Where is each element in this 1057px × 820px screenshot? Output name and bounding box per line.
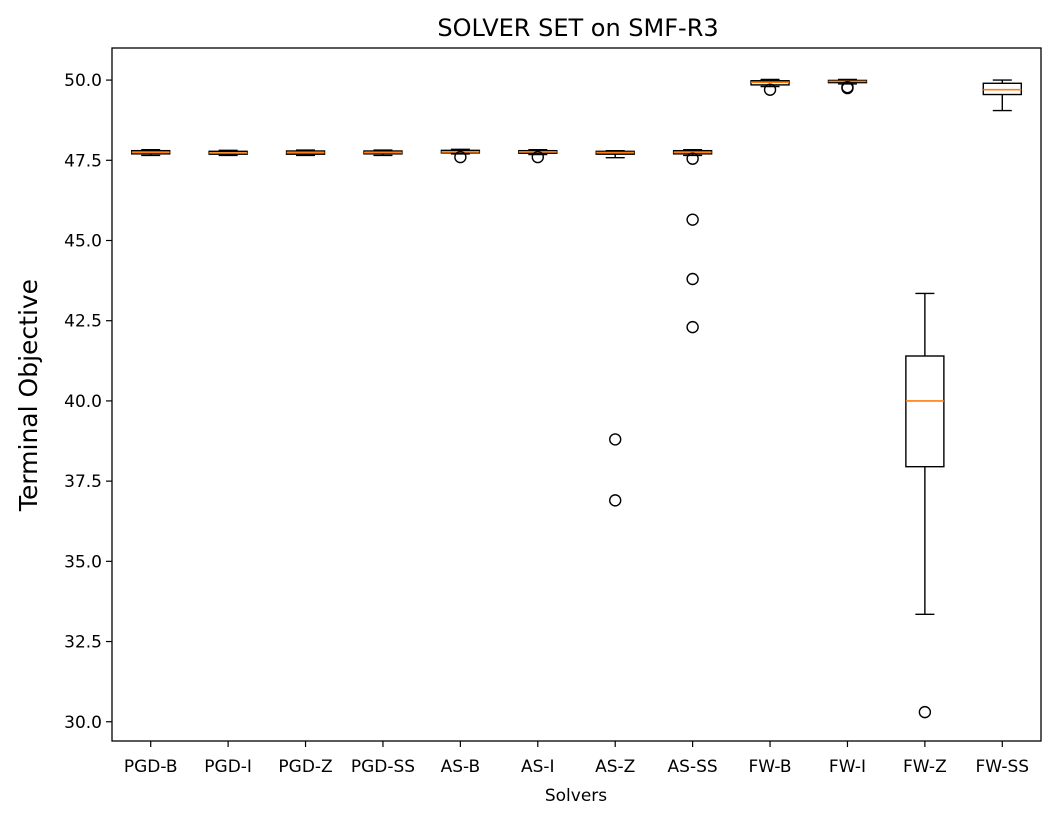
outlier-point bbox=[918, 705, 932, 719]
outlier-point bbox=[686, 272, 699, 286]
x-tick-label: PGD-B bbox=[124, 757, 178, 777]
box-as-z bbox=[595, 149, 635, 507]
y-tick-label: 30.0 bbox=[64, 713, 102, 733]
x-axis-label: Solvers bbox=[545, 786, 607, 806]
box-pgd-z bbox=[285, 149, 326, 157]
y-tick-label: 32.5 bbox=[64, 633, 102, 653]
box-fw-i bbox=[827, 78, 868, 95]
box-pgd-b bbox=[131, 149, 171, 157]
box-pgd-ss bbox=[363, 149, 403, 157]
x-tick-label: AS-I bbox=[521, 757, 555, 777]
outlier-point bbox=[686, 213, 699, 226]
x-tick-label: AS-Z bbox=[595, 757, 635, 777]
outlier-point bbox=[609, 494, 622, 507]
x-tick-label: FW-I bbox=[829, 757, 866, 777]
axes-frame bbox=[111, 47, 1042, 742]
plot-area: 30.0 32.5 35.0 37.5 40.0 42.5 45.0 47.5 50.0 PGD-… bbox=[64, 71, 1029, 777]
chart-title: SOLVER SET on SMF-R3 bbox=[437, 14, 718, 42]
x-tick-label: AS-SS bbox=[668, 757, 718, 777]
outlier-point bbox=[609, 433, 622, 446]
box-as-ss bbox=[672, 149, 713, 334]
x-tick-label: AS-B bbox=[441, 757, 481, 777]
y-tick-label: 50.0 bbox=[64, 71, 102, 91]
box-fw-z bbox=[905, 292, 945, 719]
outlier-point bbox=[454, 150, 467, 164]
box-as-b bbox=[440, 148, 481, 164]
box-fw-ss bbox=[982, 79, 1022, 112]
outlier-point bbox=[531, 150, 544, 164]
x-tick-label: FW-B bbox=[748, 757, 791, 777]
x-tick-label: PGD-I bbox=[204, 757, 252, 777]
y-tick-label: 35.0 bbox=[64, 552, 102, 572]
iqr-box bbox=[982, 82, 1022, 96]
x-tick-label: PGD-Z bbox=[278, 757, 332, 777]
y-tick-label: 47.5 bbox=[64, 151, 102, 171]
x-tick-label: FW-SS bbox=[975, 757, 1029, 777]
outlier-point bbox=[686, 152, 699, 165]
outlier-point bbox=[686, 320, 699, 334]
outlier-point bbox=[841, 80, 854, 94]
box-pgd-i bbox=[208, 149, 248, 157]
y-tick-label: 42.5 bbox=[64, 312, 102, 332]
box-as-i bbox=[518, 149, 558, 164]
x-tick-label: PGD-SS bbox=[351, 757, 415, 777]
x-tick-label: FW-Z bbox=[903, 757, 947, 777]
y-tick-label: 40.0 bbox=[64, 392, 102, 412]
iqr-box bbox=[905, 355, 945, 468]
box-fw-b bbox=[750, 78, 790, 96]
y-axis-label: Terminal Objective bbox=[14, 279, 43, 512]
outlier-point bbox=[763, 83, 777, 96]
y-tick-label: 37.5 bbox=[64, 472, 102, 492]
y-tick-label: 45.0 bbox=[64, 232, 102, 252]
